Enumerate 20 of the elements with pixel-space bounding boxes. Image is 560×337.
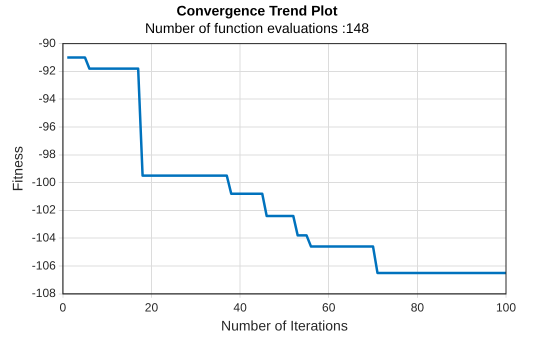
y-tick-label: -92	[38, 64, 56, 78]
x-axis-title: Number of Iterations	[220, 317, 348, 334]
chart-subtitle: Number of function evaluations :148	[144, 20, 370, 36]
x-tick-label: 0	[59, 300, 66, 314]
x-tick-label: 20	[144, 300, 158, 314]
y-tick-label: -96	[38, 119, 56, 134]
y-tick-label: -106	[32, 258, 56, 272]
y-tick-label: -90	[38, 36, 56, 50]
y-tick-label: -94	[38, 92, 56, 106]
y-tick-label: -102	[32, 202, 56, 217]
y-axis-title: Fitness	[9, 146, 26, 192]
y-tick-label: -108	[32, 286, 56, 300]
y-tick-label: -104	[32, 230, 56, 245]
y-tick-label: -98	[38, 147, 56, 162]
x-tick-label: 80	[410, 300, 424, 314]
chart-title: Convergence Trend Plot	[176, 2, 338, 18]
x-tick-label: 100	[496, 300, 516, 314]
y-tick-label: -100	[32, 174, 56, 189]
x-tick-label: 60	[322, 300, 336, 314]
x-tick-label: 40	[233, 300, 248, 314]
